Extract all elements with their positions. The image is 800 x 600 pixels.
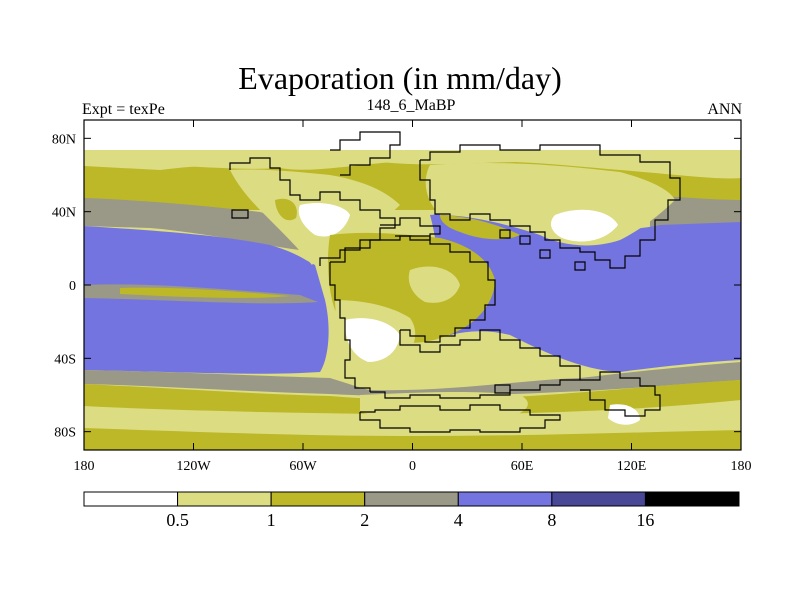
y-axis-ticks: 80N 40N 0 40S 80S bbox=[52, 132, 741, 441]
colorbar-bin-blue bbox=[457, 491, 553, 507]
coastline-gondwana-south bbox=[370, 329, 581, 399]
colorbar-label: 16 bbox=[636, 510, 654, 530]
coastlines bbox=[229, 131, 681, 433]
asia-dry-region bbox=[550, 209, 618, 242]
north-america-dry-region bbox=[298, 203, 350, 237]
plot-title: Evaporation (in mm/day) bbox=[238, 60, 562, 96]
south-olive-band bbox=[84, 380, 741, 415]
south-america-dry-region bbox=[344, 318, 400, 362]
north-gray-band bbox=[84, 198, 310, 250]
south-olive-band-low bbox=[84, 428, 741, 450]
colorbar-bin-olive bbox=[270, 491, 366, 507]
north-light-band bbox=[84, 150, 741, 170]
coastline-eurasia bbox=[419, 144, 681, 269]
x-tick-label: 180 bbox=[74, 459, 95, 474]
y-tick-label: 80N bbox=[52, 132, 76, 147]
coastline-australia bbox=[580, 371, 661, 417]
colorbar-label: 1 bbox=[267, 510, 276, 530]
coastline-north-america bbox=[229, 157, 396, 266]
x-tick-label: 120E bbox=[617, 459, 647, 474]
y-tick-label: 40N bbox=[52, 206, 76, 221]
colorbar-bin-light-olive bbox=[177, 491, 272, 507]
evaporation-field bbox=[84, 120, 741, 450]
colorbar-bin-dark-blue bbox=[551, 491, 646, 507]
equatorial-olive-streak bbox=[120, 287, 290, 298]
colorbar-label: 2 bbox=[360, 510, 369, 530]
colorbar: 0.5 1 2 4 8 16 bbox=[83, 491, 740, 530]
y-tick-label: 80S bbox=[54, 426, 76, 441]
coastline-south-america bbox=[329, 262, 371, 392]
southern-continent-field bbox=[360, 391, 528, 423]
y-tick-label: 40S bbox=[54, 352, 76, 367]
colorbar-label: 4 bbox=[454, 510, 463, 530]
colorbar-label: 8 bbox=[547, 510, 556, 530]
southern-dry-patch bbox=[608, 404, 640, 425]
south-gray-band bbox=[84, 362, 741, 397]
north-america-olive bbox=[275, 198, 297, 221]
colorbar-bin-black bbox=[644, 491, 740, 507]
x-tick-label: 180 bbox=[731, 459, 752, 474]
colorbar-label: 0.5 bbox=[166, 510, 189, 530]
coastline-africa bbox=[330, 235, 496, 343]
africa-light-region bbox=[408, 266, 460, 303]
x-tick-label: 60W bbox=[289, 459, 317, 474]
x-tick-label: 120W bbox=[176, 459, 211, 474]
east-ocean-blue bbox=[430, 212, 741, 372]
coastline-islands bbox=[231, 209, 586, 394]
experiment-label: Expt = texPe bbox=[82, 101, 165, 118]
coastline-antarctica bbox=[359, 404, 561, 433]
north-gray-band-east bbox=[650, 195, 741, 230]
coastline-tethys bbox=[380, 217, 441, 241]
y-tick-label: 0 bbox=[69, 279, 76, 294]
period-label: 148_6_MaBP bbox=[366, 97, 456, 114]
colorbar-bin-white bbox=[83, 491, 179, 507]
x-axis-ticks: 180 120W 60W 0 60E 120E 180 bbox=[74, 120, 752, 474]
colorbar-bin-gray bbox=[364, 491, 459, 507]
season-label: ANN bbox=[707, 101, 742, 118]
coastline-greenland bbox=[330, 131, 401, 176]
x-tick-label: 60E bbox=[511, 459, 534, 474]
x-tick-label: 0 bbox=[409, 459, 416, 474]
